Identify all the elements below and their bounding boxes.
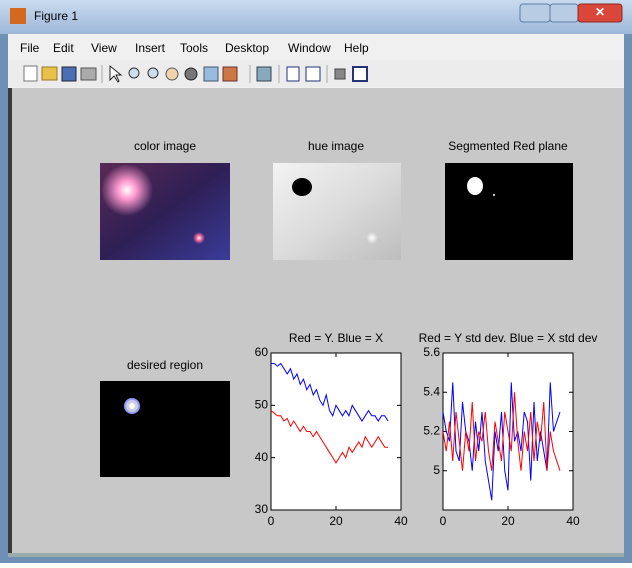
y-tick-label: 50 <box>255 398 269 412</box>
app-icon <box>10 8 26 24</box>
rotate-icon[interactable] <box>185 68 197 80</box>
x-tick-label: 40 <box>566 514 580 528</box>
menu-item[interactable]: Desktop <box>225 41 269 55</box>
y-tick-label: 60 <box>255 345 269 359</box>
bottom-edge <box>8 553 624 557</box>
brush-icon[interactable] <box>223 67 237 81</box>
axes-background <box>271 353 401 510</box>
x-tick-label: 20 <box>501 514 515 528</box>
y-tick-label: 5.6 <box>423 345 440 359</box>
pan-icon[interactable] <box>166 68 178 80</box>
zoom-out-icon[interactable] <box>148 68 158 78</box>
y-tick-label: 5 <box>433 463 440 477</box>
y-tick-label: 5.2 <box>423 424 440 438</box>
bright-spot <box>193 232 205 244</box>
white-dot <box>493 194 495 196</box>
x-tick-label: 0 <box>440 514 447 528</box>
image-title: Segmented Red plane <box>448 139 568 153</box>
image-title: desired region <box>127 358 203 372</box>
show-tools-icon[interactable] <box>353 67 367 81</box>
white-blob <box>467 177 483 195</box>
menu-item[interactable]: Insert <box>135 41 166 55</box>
region-image <box>100 381 230 477</box>
y-tick-label: 40 <box>255 450 269 464</box>
chart-title: Red = Y. Blue = X <box>289 331 383 345</box>
segmented-image <box>445 163 573 260</box>
menu-item[interactable]: File <box>20 41 40 55</box>
window-title: Figure 1 <box>34 9 78 23</box>
image-title: hue image <box>308 139 364 153</box>
matlab-figure-window: Figure 1 ✕ File Edit View Insert Tools Deskto… <box>0 0 632 563</box>
close-glyph: ✕ <box>595 5 605 19</box>
menu-item[interactable]: View <box>91 41 117 55</box>
y-tick-label: 30 <box>255 502 269 516</box>
legend-icon[interactable] <box>306 67 320 81</box>
x-tick-label: 0 <box>268 514 275 528</box>
menu-item[interactable]: Window <box>288 41 331 55</box>
datacursor-icon[interactable] <box>204 67 218 81</box>
dark-blob <box>292 178 312 196</box>
menu-item[interactable]: Edit <box>53 41 74 55</box>
save-icon[interactable] <box>62 67 76 81</box>
hue-image <box>273 163 401 260</box>
bright-spot <box>101 164 153 216</box>
x-tick-label: 20 <box>329 514 343 528</box>
menu-item[interactable]: Tools <box>180 41 208 55</box>
link-icon[interactable] <box>257 67 271 81</box>
print-icon[interactable] <box>81 68 96 80</box>
open-icon[interactable] <box>42 67 57 80</box>
y-tick-label: 5.4 <box>423 384 440 398</box>
zoom-in-icon[interactable] <box>129 68 139 78</box>
region-core <box>129 403 135 409</box>
colorbar-icon[interactable] <box>287 67 299 81</box>
menu-bar: File Edit View Insert Tools Desktop Window Help <box>20 41 369 55</box>
white-spot <box>366 232 378 244</box>
image-title: color image <box>134 139 196 153</box>
hide-tools-icon[interactable] <box>335 69 345 79</box>
maximize-button[interactable] <box>550 4 578 22</box>
new-icon[interactable] <box>24 66 37 81</box>
left-edge <box>8 88 12 556</box>
menu-item[interactable]: Help <box>344 41 369 55</box>
chart-title: Red = Y std dev. Blue = X std dev <box>419 331 598 345</box>
x-tick-label: 40 <box>394 514 408 528</box>
minimize-button[interactable] <box>520 4 550 22</box>
